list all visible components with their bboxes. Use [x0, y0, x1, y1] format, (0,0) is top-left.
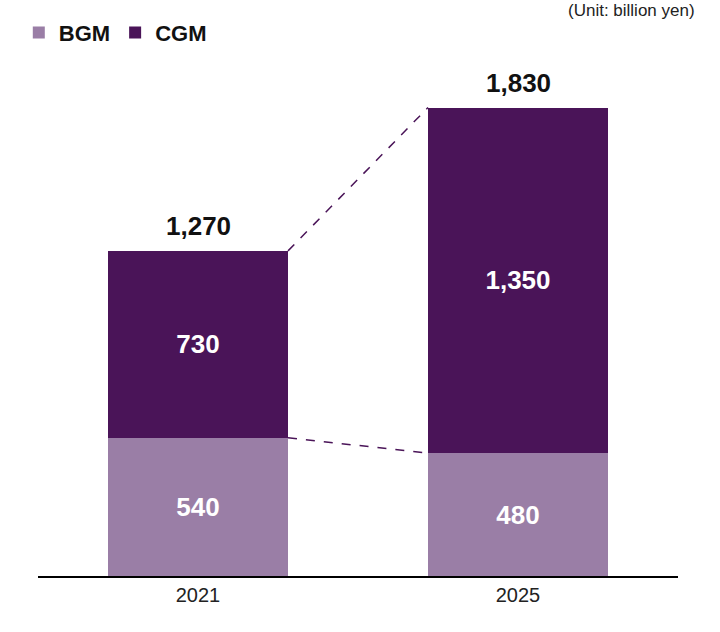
- svg-text:(Unit: billion yen): (Unit: billion yen): [568, 1, 695, 20]
- svg-text:1,830: 1,830: [486, 68, 551, 98]
- svg-text:540: 540: [176, 492, 219, 522]
- svg-text:1,270: 1,270: [166, 211, 231, 241]
- svg-text:1,350: 1,350: [485, 265, 550, 295]
- svg-text:2025: 2025: [496, 584, 541, 606]
- svg-text:2021: 2021: [176, 584, 221, 606]
- svg-text:730: 730: [176, 329, 219, 359]
- svg-text:480: 480: [496, 500, 539, 530]
- svg-text:CGM: CGM: [155, 21, 206, 46]
- svg-text:BGM: BGM: [59, 21, 110, 46]
